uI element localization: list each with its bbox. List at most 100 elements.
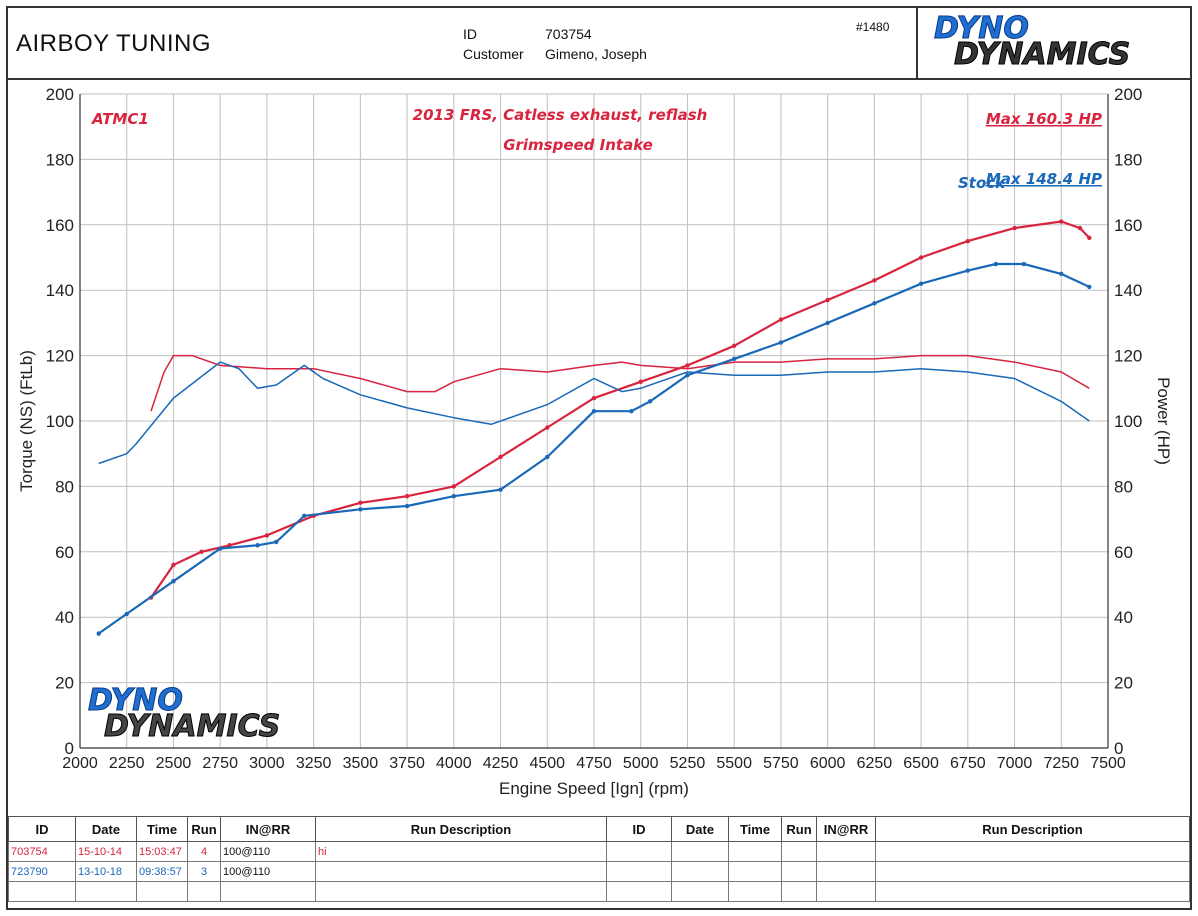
col-time-2: Time [728, 816, 782, 842]
x-tick-label: 4250 [483, 755, 519, 772]
empty-cell [8, 881, 76, 902]
y-tick-label-left: 100 [46, 412, 74, 431]
y-tick-label-right: 200 [1114, 85, 1142, 104]
y-tick-label-left: 160 [46, 216, 74, 235]
row-inrr: 100@110 [220, 841, 316, 862]
data-point [171, 579, 176, 584]
table-row[interactable]: 723790 13-10-18 09:38:57 3 100@110 [8, 861, 1190, 882]
y-tick-label-left: 40 [55, 608, 74, 627]
empty-cell [728, 881, 782, 902]
y-tick-label-right: 60 [1114, 543, 1133, 562]
y-tick-label-right: 0 [1114, 739, 1123, 758]
row-time-2 [728, 841, 782, 862]
dyno-dynamics-logo: DYNO DYNAMICS [933, 11, 1130, 70]
row-inrr-2 [816, 841, 876, 862]
data-point [274, 539, 279, 545]
x-tick-label: 6750 [950, 755, 986, 772]
y-tick-label-left: 180 [46, 150, 74, 169]
data-point [778, 317, 784, 322]
stock-label: Stock [958, 174, 1006, 192]
table-row [8, 881, 1190, 902]
x-tick-label: 2500 [156, 755, 192, 772]
data-point [227, 543, 232, 548]
row-id-2 [606, 841, 672, 862]
row-date-2 [671, 841, 729, 862]
customer-value: Gimeno, Joseph [545, 46, 647, 62]
run-table: ID Date Time Run IN@RR Run Description I… [8, 816, 1190, 902]
data-point [1021, 261, 1027, 267]
x-tick-label: 5750 [763, 755, 799, 772]
data-point [498, 487, 503, 492]
x-tick-label: 3000 [249, 755, 285, 772]
x-tick-label: 2000 [62, 755, 98, 772]
table-row[interactable]: 703754 15-10-14 15:03:47 4 100@110 hi [8, 841, 1190, 862]
y-tick-label-right: 140 [1114, 281, 1142, 300]
x-tick-label: 3500 [343, 755, 379, 772]
empty-cell [136, 881, 188, 902]
row-time: 15:03:47 [136, 841, 188, 862]
data-point [451, 494, 457, 499]
data-point [124, 611, 129, 617]
col-inrr-2: IN@RR [816, 816, 876, 842]
data-point [264, 533, 270, 538]
x-tick-label: 3250 [296, 755, 332, 772]
run-table-grid: ID Date Time Run IN@RR Run Description I… [8, 816, 1190, 902]
x-tick-label: 5000 [623, 755, 659, 772]
col-date-2: Date [671, 816, 729, 842]
customer-label: Customer [463, 46, 524, 62]
data-point [1059, 271, 1064, 277]
y-tick-label-right: 160 [1114, 216, 1142, 235]
col-inrr: IN@RR [220, 816, 316, 842]
row-description-2 [875, 841, 1190, 862]
data-point [731, 356, 737, 362]
row-time: 09:38:57 [136, 861, 188, 882]
row-date-2 [671, 861, 729, 882]
x-tick-label: 7500 [1090, 755, 1126, 772]
data-point [731, 343, 737, 348]
data-point [591, 408, 597, 414]
col-id-2: ID [606, 816, 672, 842]
row-time-2 [728, 861, 782, 882]
y-tick-label-left: 0 [65, 739, 74, 758]
logo-top-text: DYNO [933, 11, 1029, 46]
data-point [171, 562, 176, 568]
col-date: Date [75, 816, 137, 842]
x-tick-label: 7000 [997, 755, 1033, 772]
empty-cell [220, 881, 316, 902]
x-tick-label: 7250 [1043, 755, 1079, 772]
row-run: 4 [187, 841, 221, 862]
data-point [404, 494, 410, 499]
dyno-sheet: AIRBOY TUNING ID 703754 Customer Gimeno, J… [6, 6, 1192, 910]
data-point [629, 408, 634, 414]
data-point [217, 546, 223, 551]
data-point [1087, 284, 1092, 290]
data-point [918, 281, 924, 286]
y-tick-label-left: 140 [46, 281, 74, 300]
y-tick-label-right: 100 [1114, 412, 1142, 431]
y-tick-label-left: 60 [55, 543, 74, 562]
empty-cell [875, 881, 1190, 902]
y-tick-label-right: 180 [1114, 150, 1142, 169]
x-tick-label: 2750 [202, 755, 238, 772]
data-point [358, 500, 363, 505]
row-inrr-2 [816, 861, 876, 882]
x-tick-label: 4500 [529, 755, 565, 772]
y-tick-label-left: 80 [55, 477, 74, 496]
data-point [96, 631, 101, 636]
row-description [315, 861, 607, 882]
row-id: 723790 [8, 861, 76, 882]
y-tick-label-left: 20 [55, 674, 74, 693]
col-run: Run [187, 816, 221, 842]
brand-logo-box: DYNO DYNAMICS [916, 8, 1192, 78]
data-point [404, 503, 410, 509]
col-description-2: Run Description [875, 816, 1190, 842]
data-point [1059, 219, 1064, 224]
data-point [647, 399, 653, 404]
data-point [451, 484, 457, 489]
data-point [1077, 225, 1083, 231]
data-point [638, 379, 643, 384]
data-point [965, 238, 971, 244]
run-meta: ID 703754 Customer Gimeno, Joseph [463, 24, 647, 64]
data-point [591, 395, 597, 401]
x-tick-label: 6250 [857, 755, 893, 772]
